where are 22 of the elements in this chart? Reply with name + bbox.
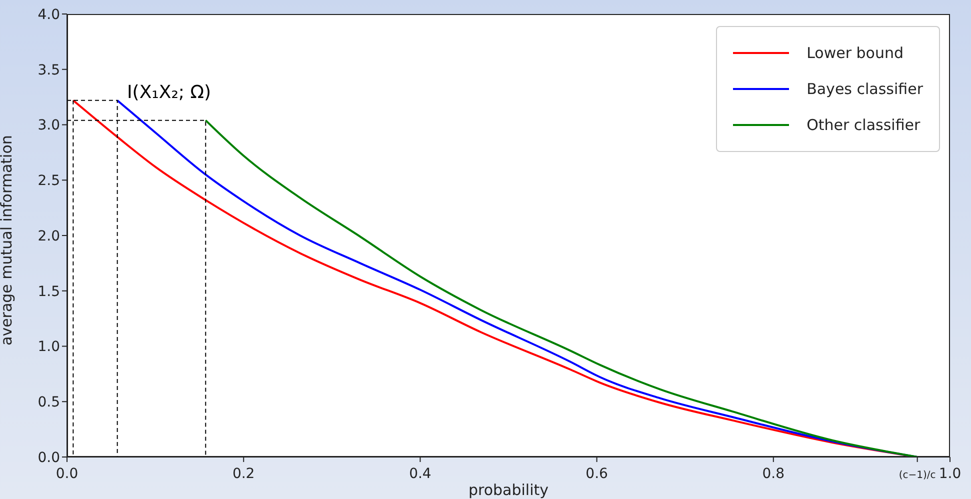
annotation: I(X₁X₂; Ω) [127, 82, 211, 103]
x-tick-label: (c−1)/c [898, 470, 936, 481]
y-tick-label: 0.0 [38, 450, 60, 466]
legend-label: Other classifier [806, 116, 920, 134]
x-tick-label: 0.2 [232, 466, 255, 482]
x-tick-label: 0.4 [409, 466, 432, 482]
y-tick-label: 2.5 [38, 173, 60, 190]
legend-label: Lower bound [806, 44, 904, 62]
y-tick-label: 4.0 [38, 6, 60, 23]
y-tick-label: 2.0 [38, 228, 60, 244]
x-axis-title: probability [468, 481, 549, 499]
y-tick-label: 1.5 [38, 284, 60, 300]
y-axis-title: average mutual information [0, 135, 16, 346]
x-tick-label: 0.0 [56, 466, 78, 482]
legend-label: Bayes classifier [806, 80, 923, 98]
y-tick-label: 3.0 [38, 118, 60, 134]
x-tick-label: 1.0 [938, 466, 962, 482]
x-tick-label: 0.6 [586, 466, 608, 482]
y-tick-label: 0.5 [38, 394, 60, 411]
x-tick-label: 0.8 [762, 466, 785, 482]
y-tick-label: 1.0 [38, 339, 60, 356]
y-tick-label: 3.5 [38, 62, 60, 78]
